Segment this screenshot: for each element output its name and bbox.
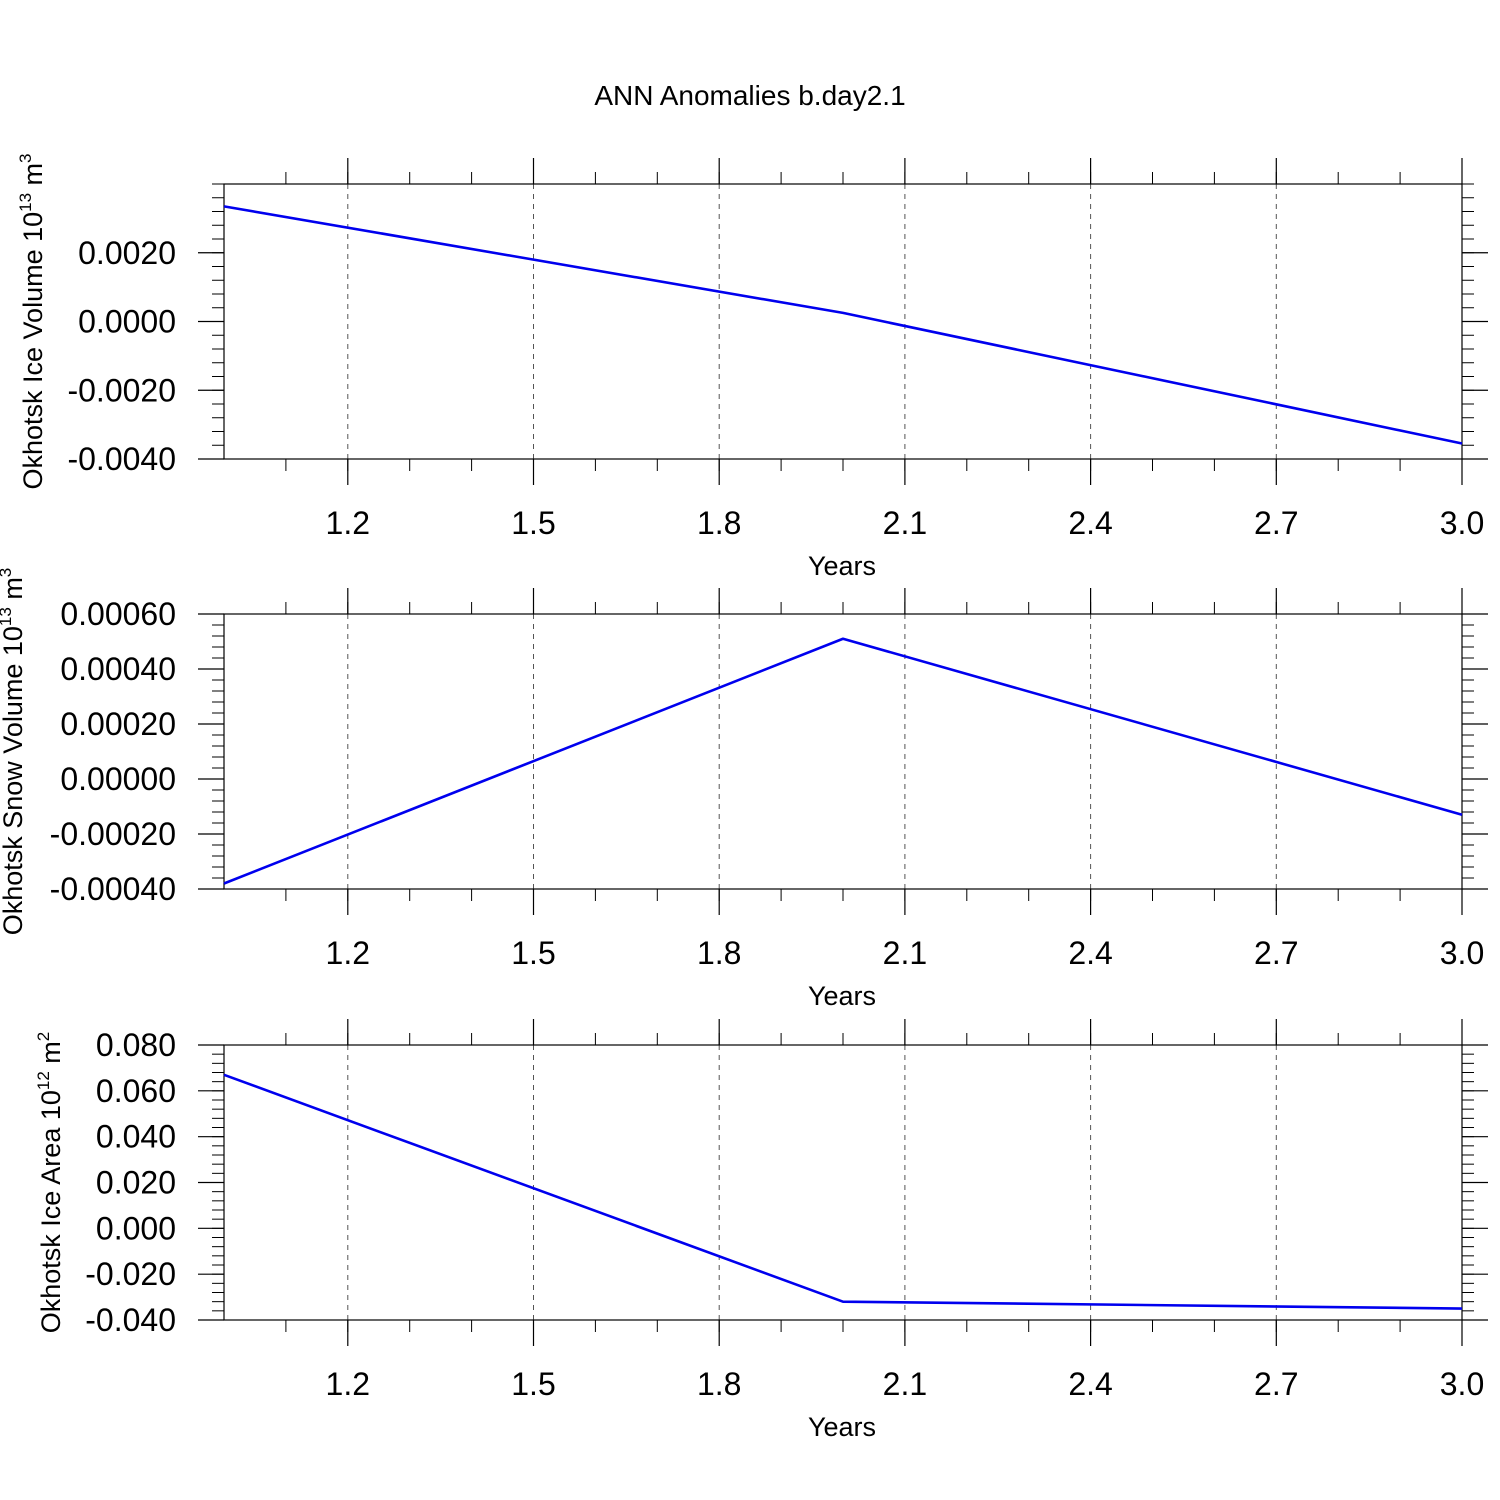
x-tick-label: 1.8 bbox=[697, 1366, 741, 1402]
y-tick-label: 0.080 bbox=[96, 1027, 176, 1063]
y-tick-label: -0.040 bbox=[85, 1302, 176, 1338]
y-tick-label: 0.00040 bbox=[60, 651, 176, 687]
y-tick-label: 0.060 bbox=[96, 1073, 176, 1109]
series-line bbox=[223, 1073, 1463, 1310]
y-axis-title-superscript: 3 bbox=[0, 568, 15, 577]
chart-panel-1: 1.2 1.5 1.8 2.1 2.4 2.7 3.0 0.0020 0.0000 -0.0020… bbox=[16, 153, 1488, 581]
y-axis-title-superscript: 3 bbox=[16, 153, 35, 162]
series-line bbox=[223, 205, 1463, 445]
x-tick-label: 1.5 bbox=[511, 935, 555, 971]
x-axis-title: Years bbox=[808, 981, 876, 1011]
y-axis-title-superscript: 13 bbox=[16, 193, 35, 212]
x-tick-label: 2.1 bbox=[883, 505, 927, 541]
x-tick-label: 2.4 bbox=[1068, 935, 1112, 971]
x-tick-label: 1.2 bbox=[326, 505, 370, 541]
y-tick-label: -0.00020 bbox=[50, 816, 176, 852]
y-tick-label: 0.0020 bbox=[78, 235, 176, 271]
x-tick-label: 3.0 bbox=[1440, 935, 1484, 971]
x-tick-label: 1.5 bbox=[511, 1366, 555, 1402]
y-axis-title-part: Okhotsk Ice Area 10 bbox=[36, 1090, 66, 1333]
y-axis-title: Okhotsk Ice Volume 1013 m3 bbox=[16, 153, 48, 489]
y-axis-title-superscript: 13 bbox=[0, 607, 15, 626]
x-axis-title: Years bbox=[808, 551, 876, 581]
x-tick-label: 2.1 bbox=[883, 1366, 927, 1402]
y-axis-title: Okhotsk Snow Volume 1013 m3 bbox=[0, 568, 28, 936]
x-tick-label: 2.7 bbox=[1254, 1366, 1298, 1402]
x-axis-title: Years bbox=[808, 1412, 876, 1442]
x-tick-label: 1.8 bbox=[697, 505, 741, 541]
y-tick-label: -0.020 bbox=[85, 1256, 176, 1292]
y-axis-title-superscript: 2 bbox=[34, 1032, 53, 1041]
y-axis-title-part: m bbox=[36, 1041, 66, 1071]
y-tick-label: 0.0000 bbox=[78, 304, 176, 340]
y-axis-title: Okhotsk Ice Area 1012 m2 bbox=[34, 1032, 66, 1334]
y-axis-title-part: m bbox=[18, 163, 48, 193]
figure-title: ANN Anomalies b.day2.1 bbox=[594, 80, 906, 111]
y-tick-label: 0.00060 bbox=[60, 596, 176, 632]
y-tick-label: -0.0020 bbox=[67, 372, 176, 408]
y-tick-label: 0.00000 bbox=[60, 761, 176, 797]
y-axis-title-part: Okhotsk Ice Volume 10 bbox=[18, 212, 48, 490]
y-tick-label: 0.000 bbox=[96, 1210, 176, 1246]
y-axis-title-part: m bbox=[0, 577, 28, 607]
y-tick-label: 0.040 bbox=[96, 1119, 176, 1155]
x-tick-label: 1.2 bbox=[326, 1366, 370, 1402]
x-tick-label: 2.7 bbox=[1254, 935, 1298, 971]
y-tick-label: -0.0040 bbox=[67, 441, 176, 477]
x-tick-label: 1.8 bbox=[697, 935, 741, 971]
x-tick-label: 3.0 bbox=[1440, 505, 1484, 541]
x-tick-label: 3.0 bbox=[1440, 1366, 1484, 1402]
x-tick-label: 1.5 bbox=[511, 505, 555, 541]
x-tick-label: 2.1 bbox=[883, 935, 927, 971]
chart-panel-3: 1.2 1.5 1.8 2.1 2.4 2.7 3.0 0.080 0.060 0.040 0.02… bbox=[34, 1019, 1488, 1442]
series-line bbox=[223, 637, 1463, 885]
x-tick-label: 2.7 bbox=[1254, 505, 1298, 541]
y-tick-label: -0.00040 bbox=[50, 871, 176, 907]
x-tick-label: 2.4 bbox=[1068, 505, 1112, 541]
x-tick-label: 1.2 bbox=[326, 935, 370, 971]
y-axis-title-part: Okhotsk Snow Volume 10 bbox=[0, 626, 28, 935]
chart-panel-2: 1.2 1.5 1.8 2.1 2.4 2.7 3.0 0.00060 0.00040 0.000… bbox=[0, 568, 1488, 1011]
y-tick-label: 0.020 bbox=[96, 1165, 176, 1201]
x-tick-label: 2.4 bbox=[1068, 1366, 1112, 1402]
y-tick-label: 0.00020 bbox=[60, 706, 176, 742]
y-axis-title-superscript: 12 bbox=[34, 1071, 53, 1090]
